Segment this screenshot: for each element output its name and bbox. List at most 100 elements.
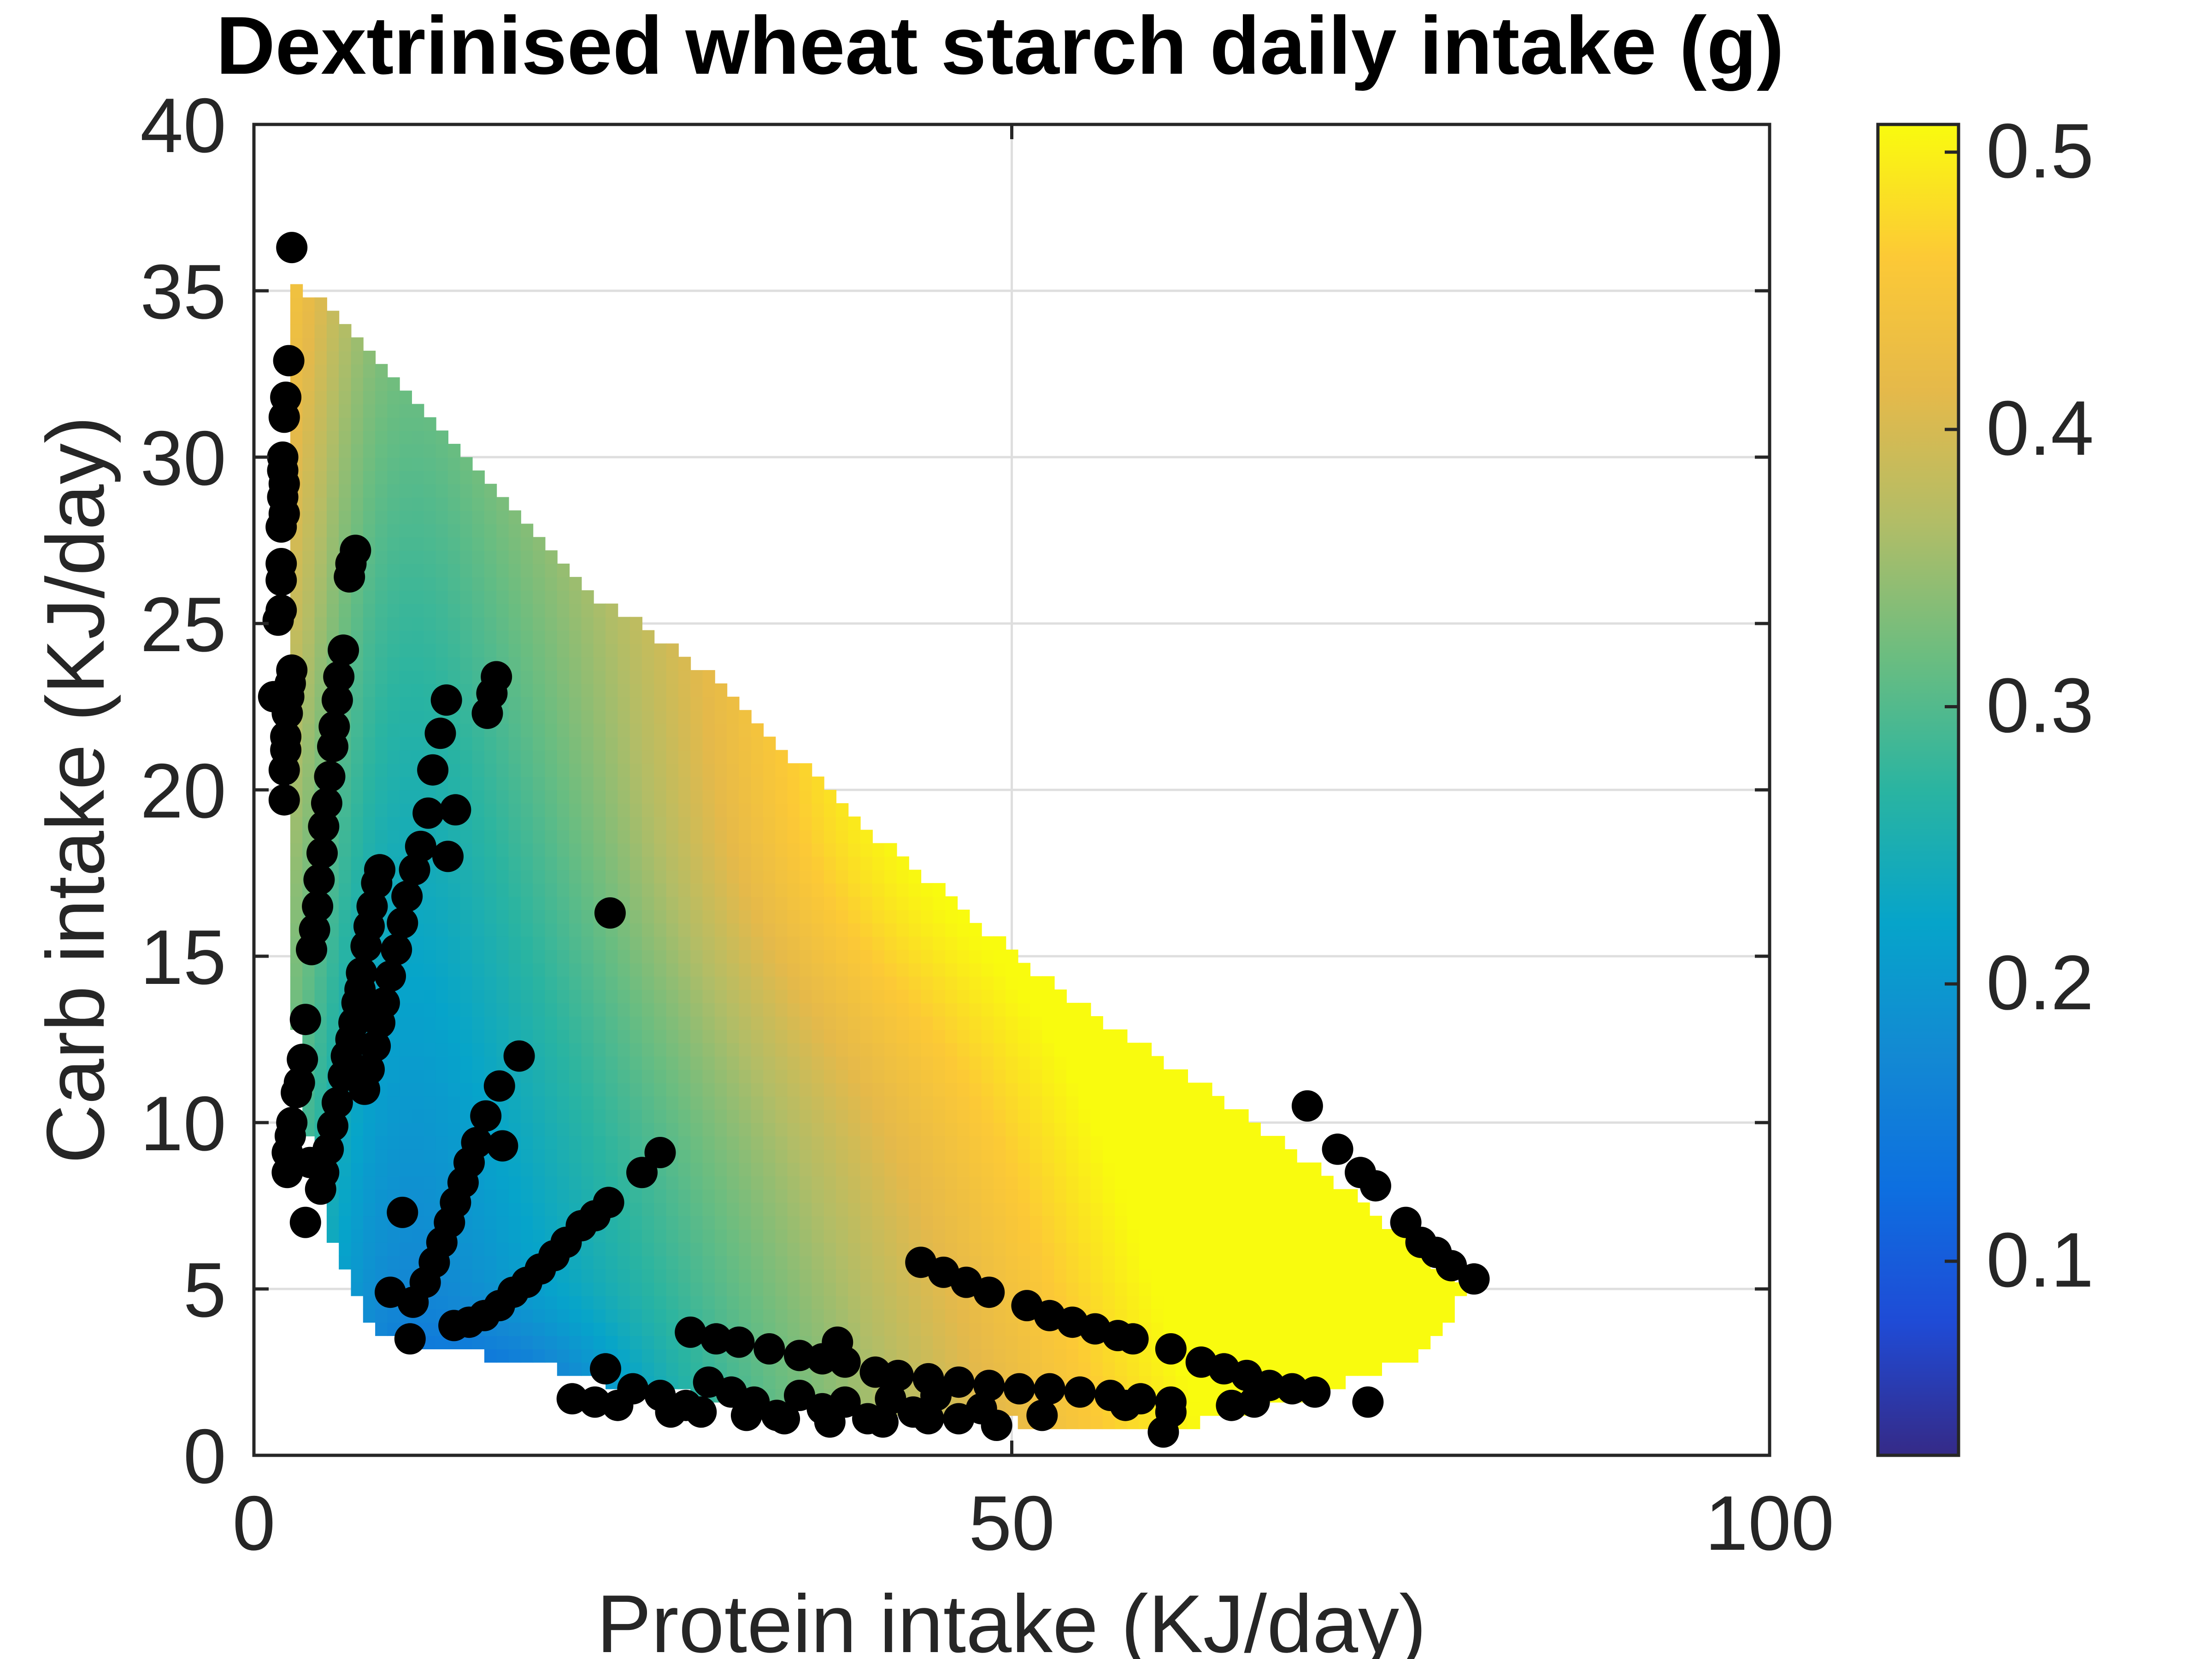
heatmap-cell xyxy=(448,763,461,777)
heatmap-cell xyxy=(642,1242,655,1256)
heatmap-cell xyxy=(472,896,485,910)
heatmap-cell xyxy=(387,564,400,577)
heatmap-cell xyxy=(678,976,691,990)
heatmap-cell xyxy=(581,976,594,990)
heatmap-cell xyxy=(363,657,376,671)
heatmap-cell xyxy=(921,963,934,977)
heatmap-cell xyxy=(1006,1269,1018,1283)
heatmap-cell xyxy=(1066,1189,1079,1203)
heatmap-cell xyxy=(435,1016,448,1030)
heatmap-cell xyxy=(581,1069,594,1083)
heatmap-cell xyxy=(1066,1003,1079,1017)
heatmap-cell xyxy=(387,537,400,551)
heatmap-cell xyxy=(1102,1362,1116,1376)
heatmap-cell xyxy=(763,1135,776,1150)
heatmap-cell xyxy=(872,1056,885,1070)
heatmap-cell xyxy=(812,790,824,804)
heatmap-cell xyxy=(375,1135,388,1150)
heatmap-cell xyxy=(339,364,352,378)
heatmap-cell xyxy=(533,989,546,1004)
heatmap-cell xyxy=(727,1135,740,1150)
heatmap-cell xyxy=(1090,1109,1103,1123)
heatmap-cell xyxy=(339,617,352,631)
heatmap-cell xyxy=(375,537,388,551)
heatmap-cell xyxy=(375,763,388,777)
heatmap-cell xyxy=(533,923,546,937)
heatmap-cell xyxy=(666,1096,679,1110)
heatmap-cell xyxy=(690,1096,703,1110)
heatmap-cell xyxy=(775,1189,788,1203)
heatmap-cell xyxy=(460,976,473,990)
heatmap-cell xyxy=(1030,1216,1043,1230)
heatmap-cell xyxy=(363,670,376,684)
heatmap-cell xyxy=(472,483,485,498)
heatmap-cell xyxy=(763,1309,776,1323)
y-axis-label: Carb intake (KJ/day) xyxy=(29,416,121,1164)
heatmap-cell xyxy=(1236,1135,1249,1150)
heatmap-cell xyxy=(908,1003,922,1017)
heatmap-cell xyxy=(1139,1295,1152,1310)
heatmap-cell xyxy=(666,936,679,950)
heatmap-cell xyxy=(290,816,303,830)
heatmap-cell xyxy=(872,1216,885,1230)
heatmap-cell xyxy=(435,1082,448,1097)
heatmap-cell xyxy=(1102,1216,1116,1230)
heatmap-cell xyxy=(1163,1242,1176,1256)
heatmap-cell xyxy=(618,816,630,830)
heatmap-cell xyxy=(690,1003,703,1017)
heatmap-cell xyxy=(618,830,630,844)
heatmap-cell xyxy=(435,936,448,950)
heatmap-cell xyxy=(1018,1162,1030,1177)
heatmap-cell xyxy=(1006,1096,1018,1110)
heatmap-cell xyxy=(836,1069,849,1083)
heatmap-cell xyxy=(618,1069,630,1083)
heatmap-cell xyxy=(508,777,521,790)
heatmap-cell xyxy=(593,1042,606,1057)
heatmap-cell xyxy=(1006,1282,1018,1296)
heatmap-cell xyxy=(629,696,642,711)
scatter-point xyxy=(350,930,382,962)
heatmap-cell xyxy=(945,1109,958,1123)
heatmap-cell xyxy=(787,856,800,871)
heatmap-cell xyxy=(472,1016,485,1030)
heatmap-cell xyxy=(1272,1189,1285,1203)
heatmap-cell xyxy=(533,603,546,618)
heatmap-cell xyxy=(326,936,340,950)
heatmap-cell xyxy=(460,457,473,471)
heatmap-cell xyxy=(351,404,364,418)
heatmap-cell xyxy=(472,1335,485,1349)
heatmap-cell xyxy=(1151,1322,1164,1336)
heatmap-cell xyxy=(1212,1123,1224,1136)
heatmap-cell xyxy=(351,603,364,618)
heatmap-cell xyxy=(606,1069,618,1083)
heatmap-cell xyxy=(545,1056,558,1070)
heatmap-cell xyxy=(520,723,534,737)
heatmap-cell xyxy=(775,1135,788,1150)
heatmap-cell xyxy=(775,1016,788,1030)
heatmap-cell xyxy=(1284,1189,1297,1203)
heatmap-cell xyxy=(1006,1056,1018,1070)
heatmap-cell xyxy=(387,1123,400,1136)
heatmap-cell xyxy=(702,670,715,684)
heatmap-cell xyxy=(714,736,728,751)
heatmap-cell xyxy=(860,989,873,1004)
heatmap-cell xyxy=(593,843,606,857)
heatmap-cell xyxy=(520,1216,534,1230)
heatmap-cell xyxy=(860,1149,873,1163)
heatmap-cell xyxy=(775,843,788,857)
heatmap-cell xyxy=(824,1309,836,1323)
heatmap-cell xyxy=(363,524,376,538)
heatmap-cell xyxy=(654,1069,667,1083)
heatmap-cell xyxy=(606,1096,618,1110)
heatmap-cell xyxy=(969,1242,982,1256)
heatmap-cell xyxy=(484,936,497,950)
heatmap-cell xyxy=(908,1082,922,1097)
heatmap-cell xyxy=(363,1162,376,1177)
heatmap-cell xyxy=(751,830,764,844)
heatmap-cell xyxy=(787,843,800,857)
heatmap-cell xyxy=(957,1056,970,1070)
heatmap-cell xyxy=(1236,1109,1249,1123)
heatmap-cell xyxy=(533,590,546,604)
heatmap-cell xyxy=(824,1003,836,1017)
heatmap-cell xyxy=(654,683,667,697)
